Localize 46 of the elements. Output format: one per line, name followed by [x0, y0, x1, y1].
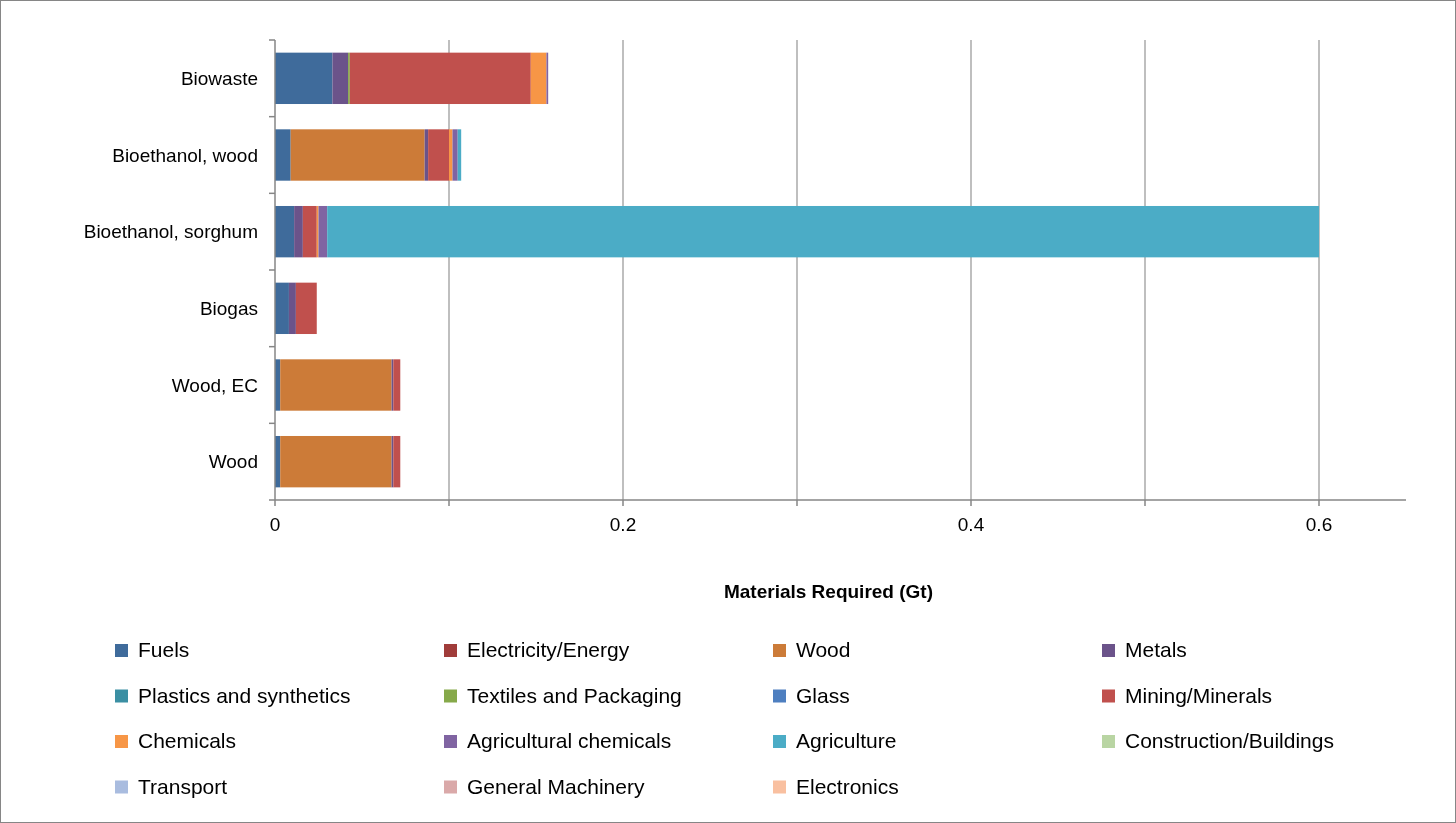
bar: [275, 129, 291, 181]
bar: [294, 205, 303, 258]
y-tick-label: Bioethanol, wood: [112, 144, 258, 166]
legend-label: Electricity/Energy: [467, 638, 630, 662]
legend-label: Wood: [796, 638, 851, 662]
bar: [318, 205, 328, 258]
legend-label: Chemicals: [138, 729, 237, 753]
bar: [275, 282, 289, 335]
legend-label: Glass: [796, 683, 850, 707]
bar: [288, 282, 296, 335]
y-tick-label: Bioethanol, sorghum: [83, 221, 258, 243]
bar: [280, 435, 392, 488]
bar: [280, 359, 392, 411]
legend-label: Plastics and synthetics: [138, 683, 351, 707]
legend-label: Mining/Minerals: [1125, 683, 1273, 707]
bar: [530, 52, 547, 105]
legend-label: General Machinery: [467, 774, 645, 798]
bar: [428, 129, 449, 181]
bar: [290, 129, 425, 181]
legend-label: Transport: [138, 774, 228, 798]
legend-label: Electronics: [796, 774, 899, 798]
y-tick-label: Biogas: [199, 297, 258, 319]
bar: [393, 435, 401, 488]
legend-label: Fuels: [138, 638, 190, 662]
bar: [302, 205, 317, 258]
y-tick-label: Wood: [208, 451, 258, 473]
x-tick-label: 0.6: [1305, 514, 1333, 535]
legend-label: Agriculture: [796, 729, 897, 753]
x-tick-label: 0.4: [957, 514, 985, 535]
bar: [275, 205, 295, 258]
y-tick-label: Biowaste: [180, 67, 258, 89]
bar: [275, 52, 333, 105]
bar: [349, 52, 531, 105]
bar: [332, 52, 349, 105]
bar: [327, 205, 1319, 258]
bar: [295, 282, 317, 335]
bar: [452, 129, 458, 181]
legend-label: Textiles and Packaging: [467, 683, 682, 707]
bar: [393, 359, 401, 411]
legend-label: Metals: [1125, 638, 1187, 662]
x-axis-title: Materials Required (Gt): [723, 581, 934, 602]
legend-label: Construction/Buildings: [1125, 729, 1334, 753]
y-tick-label: Wood, EC: [171, 374, 258, 396]
x-tick-label: 0.2: [609, 514, 637, 535]
x-tick-label: 0: [269, 514, 281, 535]
legend-label: Agricultural chemicals: [467, 729, 672, 753]
